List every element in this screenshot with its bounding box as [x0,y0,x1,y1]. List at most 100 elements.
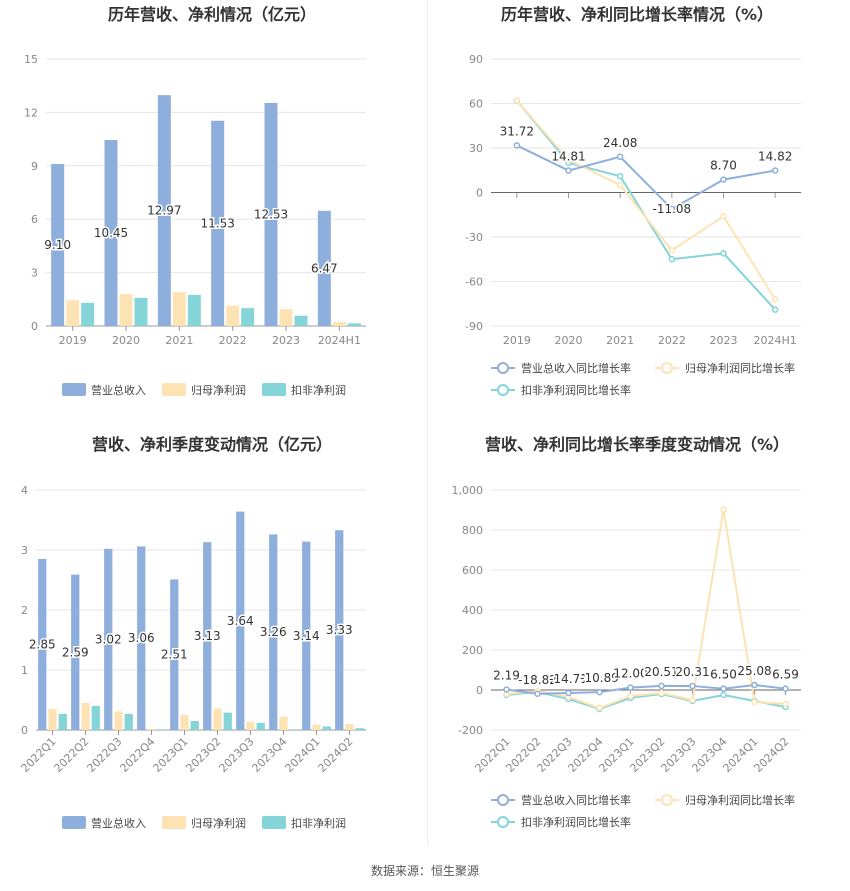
series-point [751,698,758,706]
bar-revenue [51,164,65,326]
bar-value-label: 2.59 [62,645,89,659]
line-value-label: -10.89 [580,671,619,685]
series-line-revenue [516,144,776,211]
bar-value-label: 12.97 [147,204,181,218]
x-tick-label: 2024Q1 [283,735,323,775]
legend-marker [661,794,673,806]
y-tick-label: -60 [465,276,483,289]
bar-revenue [302,541,311,730]
series-point [565,167,572,174]
series-point [534,690,541,698]
bar-parent-profit [279,309,293,326]
x-tick-label: 2023Q1 [151,735,191,775]
bar-value-label: 3.02 [95,632,122,646]
bar-deducted-profit [294,315,308,326]
legend-swatch [262,816,286,829]
legend-label: 扣非净利润同比增长率 [521,815,631,829]
line-value-label: 8.70 [710,159,737,173]
bar-revenue [203,542,212,730]
bar-revenue [335,530,344,730]
series-point [616,153,624,161]
series-point [513,97,521,104]
legend-label: 扣非净利润同比增长率 [521,383,631,397]
y-tick-label: 2 [21,604,28,617]
bar-parent-profit [226,305,240,326]
quarterly-revenue-profit-panel: 营收、净利季度变动情况（亿元） 0 1 2 3 4 2.85 2.59 3.02 3.06 2.51… [0,430,425,860]
y-tick-label: 6 [31,213,38,226]
bar-parent-profit [312,724,321,730]
legend-swatch [162,816,186,829]
x-tick-label: 2022 [658,334,686,347]
series-point [782,700,789,708]
legend-label: 营业总收入 [91,816,146,830]
x-tick-label: 2019 [59,334,87,347]
x-tick-label: 2021 [606,334,634,347]
line-value-label: 12.00 [613,667,647,681]
legend-marker [497,362,509,374]
bar-deducted-profit [187,294,201,326]
bar-parent-profit [279,716,288,730]
x-tick-label: 2024Q2 [316,735,356,775]
x-tick-label: 2023 [710,334,738,347]
x-tick-label: 2022Q4 [118,735,158,775]
bar-value-label: 3.64 [227,614,254,628]
y-tick-label: 200 [462,644,483,657]
y-tick-label: 12 [24,106,38,119]
series-point [689,682,696,690]
annual-revenue-profit-panel: 历年营收、净利情况（亿元） 0 3 6 9 12 15 9.10 10.45 12.97 11.53… [0,0,425,430]
bar-value-label: 11.53 [200,216,234,230]
series-point [689,696,696,704]
annual-growth-chart: 历年营收、净利同比增长率情况（%） -90 -60 -30 0 30 60 90 2019 202… [465,5,801,397]
x-tick-label: 2019 [503,334,531,347]
series-point [771,306,779,313]
bar-revenue [104,548,113,730]
y-tick-label: 800 [462,524,483,537]
bar-deducted-profit [190,721,199,730]
bar-deducted-profit [134,297,148,326]
y-tick-label: 600 [462,564,483,577]
bar-parent-profit [172,292,186,326]
line-value-label: 2.19 [493,669,520,683]
line-value-label: -18.82 [518,673,557,687]
bar-deducted-profit [157,729,166,730]
bar-value-label: 2.85 [29,638,56,652]
data-source-note: 数据来源：恒生聚源 [370,864,479,878]
x-tick-label: 2021 [165,334,193,347]
bar-revenue [38,559,47,730]
series-point [782,685,789,692]
bar-parent-profit [246,721,255,730]
bar-deducted-profit [289,729,298,730]
x-tick-label: 2024Q2 [752,735,792,775]
series-point [658,689,665,697]
series-point [616,172,624,180]
x-tick-label: 2023 [272,334,300,347]
legend-label: 营业总收入同比增长率 [521,361,631,375]
series-point [658,682,665,690]
series-line-revenue [506,683,786,695]
y-tick-label: 0 [31,320,38,333]
bar-value-label: 12.53 [254,207,288,221]
line-value-label: 6.50 [710,668,737,682]
series-line-parent-profit [516,99,777,300]
bar-value-label: 9.10 [44,238,71,252]
line-value-label: -14.71 [549,672,588,686]
y-tick-label: 30 [469,142,483,155]
bar-deducted-profit [347,323,361,326]
bar-deducted-profit [241,308,255,326]
y-tick-label: 9 [31,160,38,173]
bar-revenue [157,95,171,326]
bar-value-label: 3.14 [293,629,320,643]
y-tick-label: 1,000 [452,484,484,497]
line-value-label: 14.82 [758,150,792,164]
x-tick-label: 2023Q3 [217,735,257,775]
series-point [513,142,521,149]
line-value-label: 20.51 [644,665,678,679]
x-tick-label: 2023Q4 [250,735,290,775]
bar-value-label: 3.13 [194,629,221,643]
y-tick-label: 3 [21,544,28,557]
series-point [565,689,572,697]
bar-deducted-profit [355,728,364,730]
legend-swatch [62,816,86,829]
series-point [771,167,779,174]
bar-parent-profit [81,703,90,730]
